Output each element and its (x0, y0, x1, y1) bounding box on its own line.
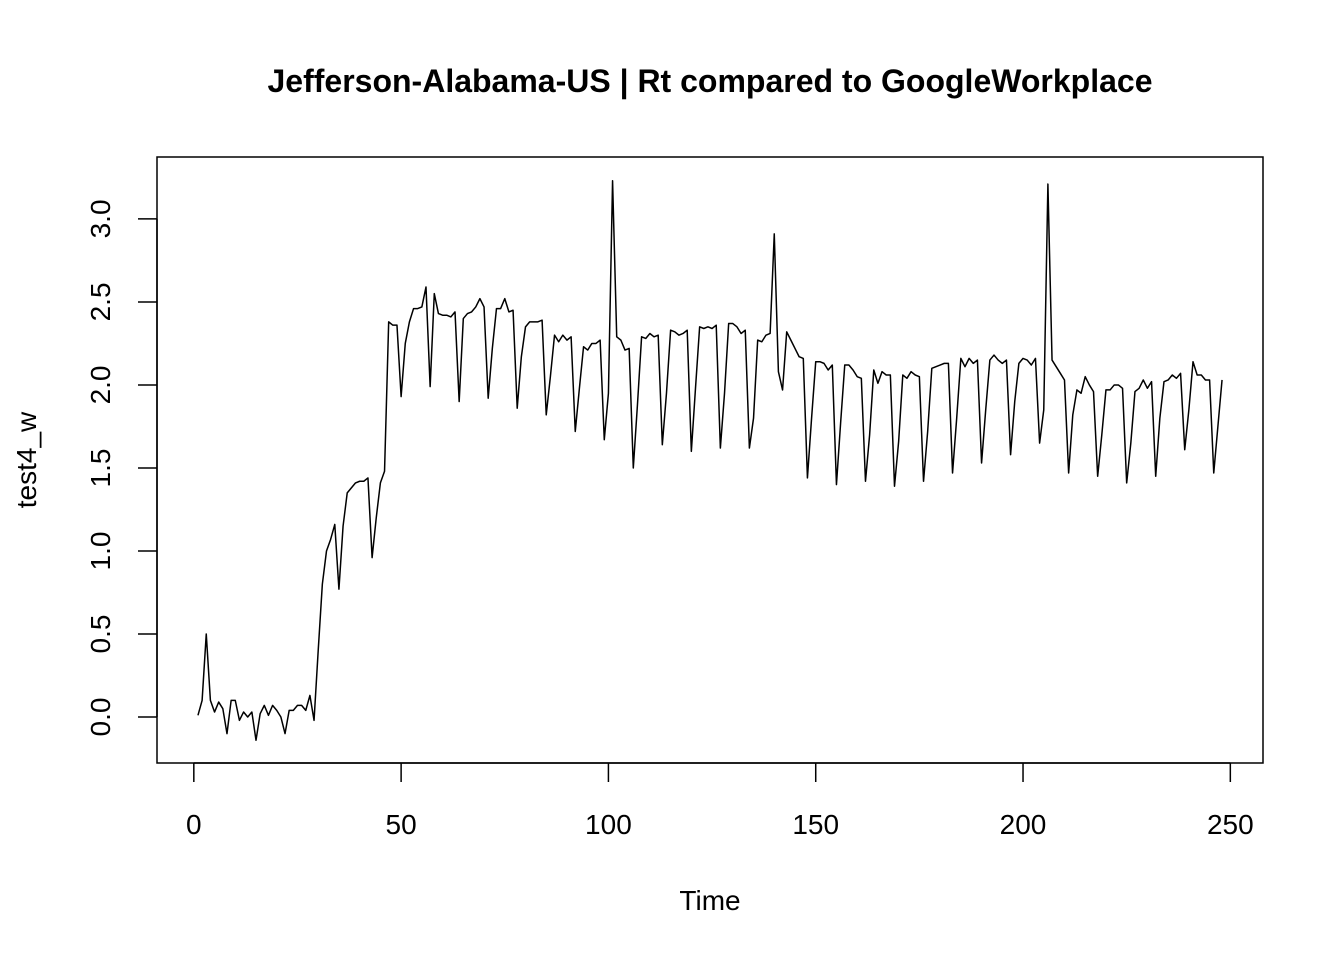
x-tick-label: 150 (792, 809, 839, 840)
x-tick-label: 0 (186, 809, 202, 840)
y-tick-label: 1.0 (85, 532, 116, 571)
x-tick-label: 100 (585, 809, 632, 840)
y-axis-label: test4_w (11, 411, 42, 508)
y-tick-label: 0.5 (85, 615, 116, 654)
x-tick-label: 50 (386, 809, 417, 840)
chart-title: Jefferson-Alabama-US | Rt compared to Go… (268, 63, 1153, 99)
y-tick-label: 3.0 (85, 199, 116, 238)
y-tick-label: 0.0 (85, 698, 116, 737)
y-tick-label: 2.0 (85, 365, 116, 404)
y-tick-label: 1.5 (85, 449, 116, 488)
x-tick-label: 250 (1207, 809, 1254, 840)
x-tick-label: 200 (1000, 809, 1047, 840)
y-tick-label: 2.5 (85, 282, 116, 321)
x-axis-label: Time (679, 885, 740, 916)
data-line (197, 179, 1223, 742)
